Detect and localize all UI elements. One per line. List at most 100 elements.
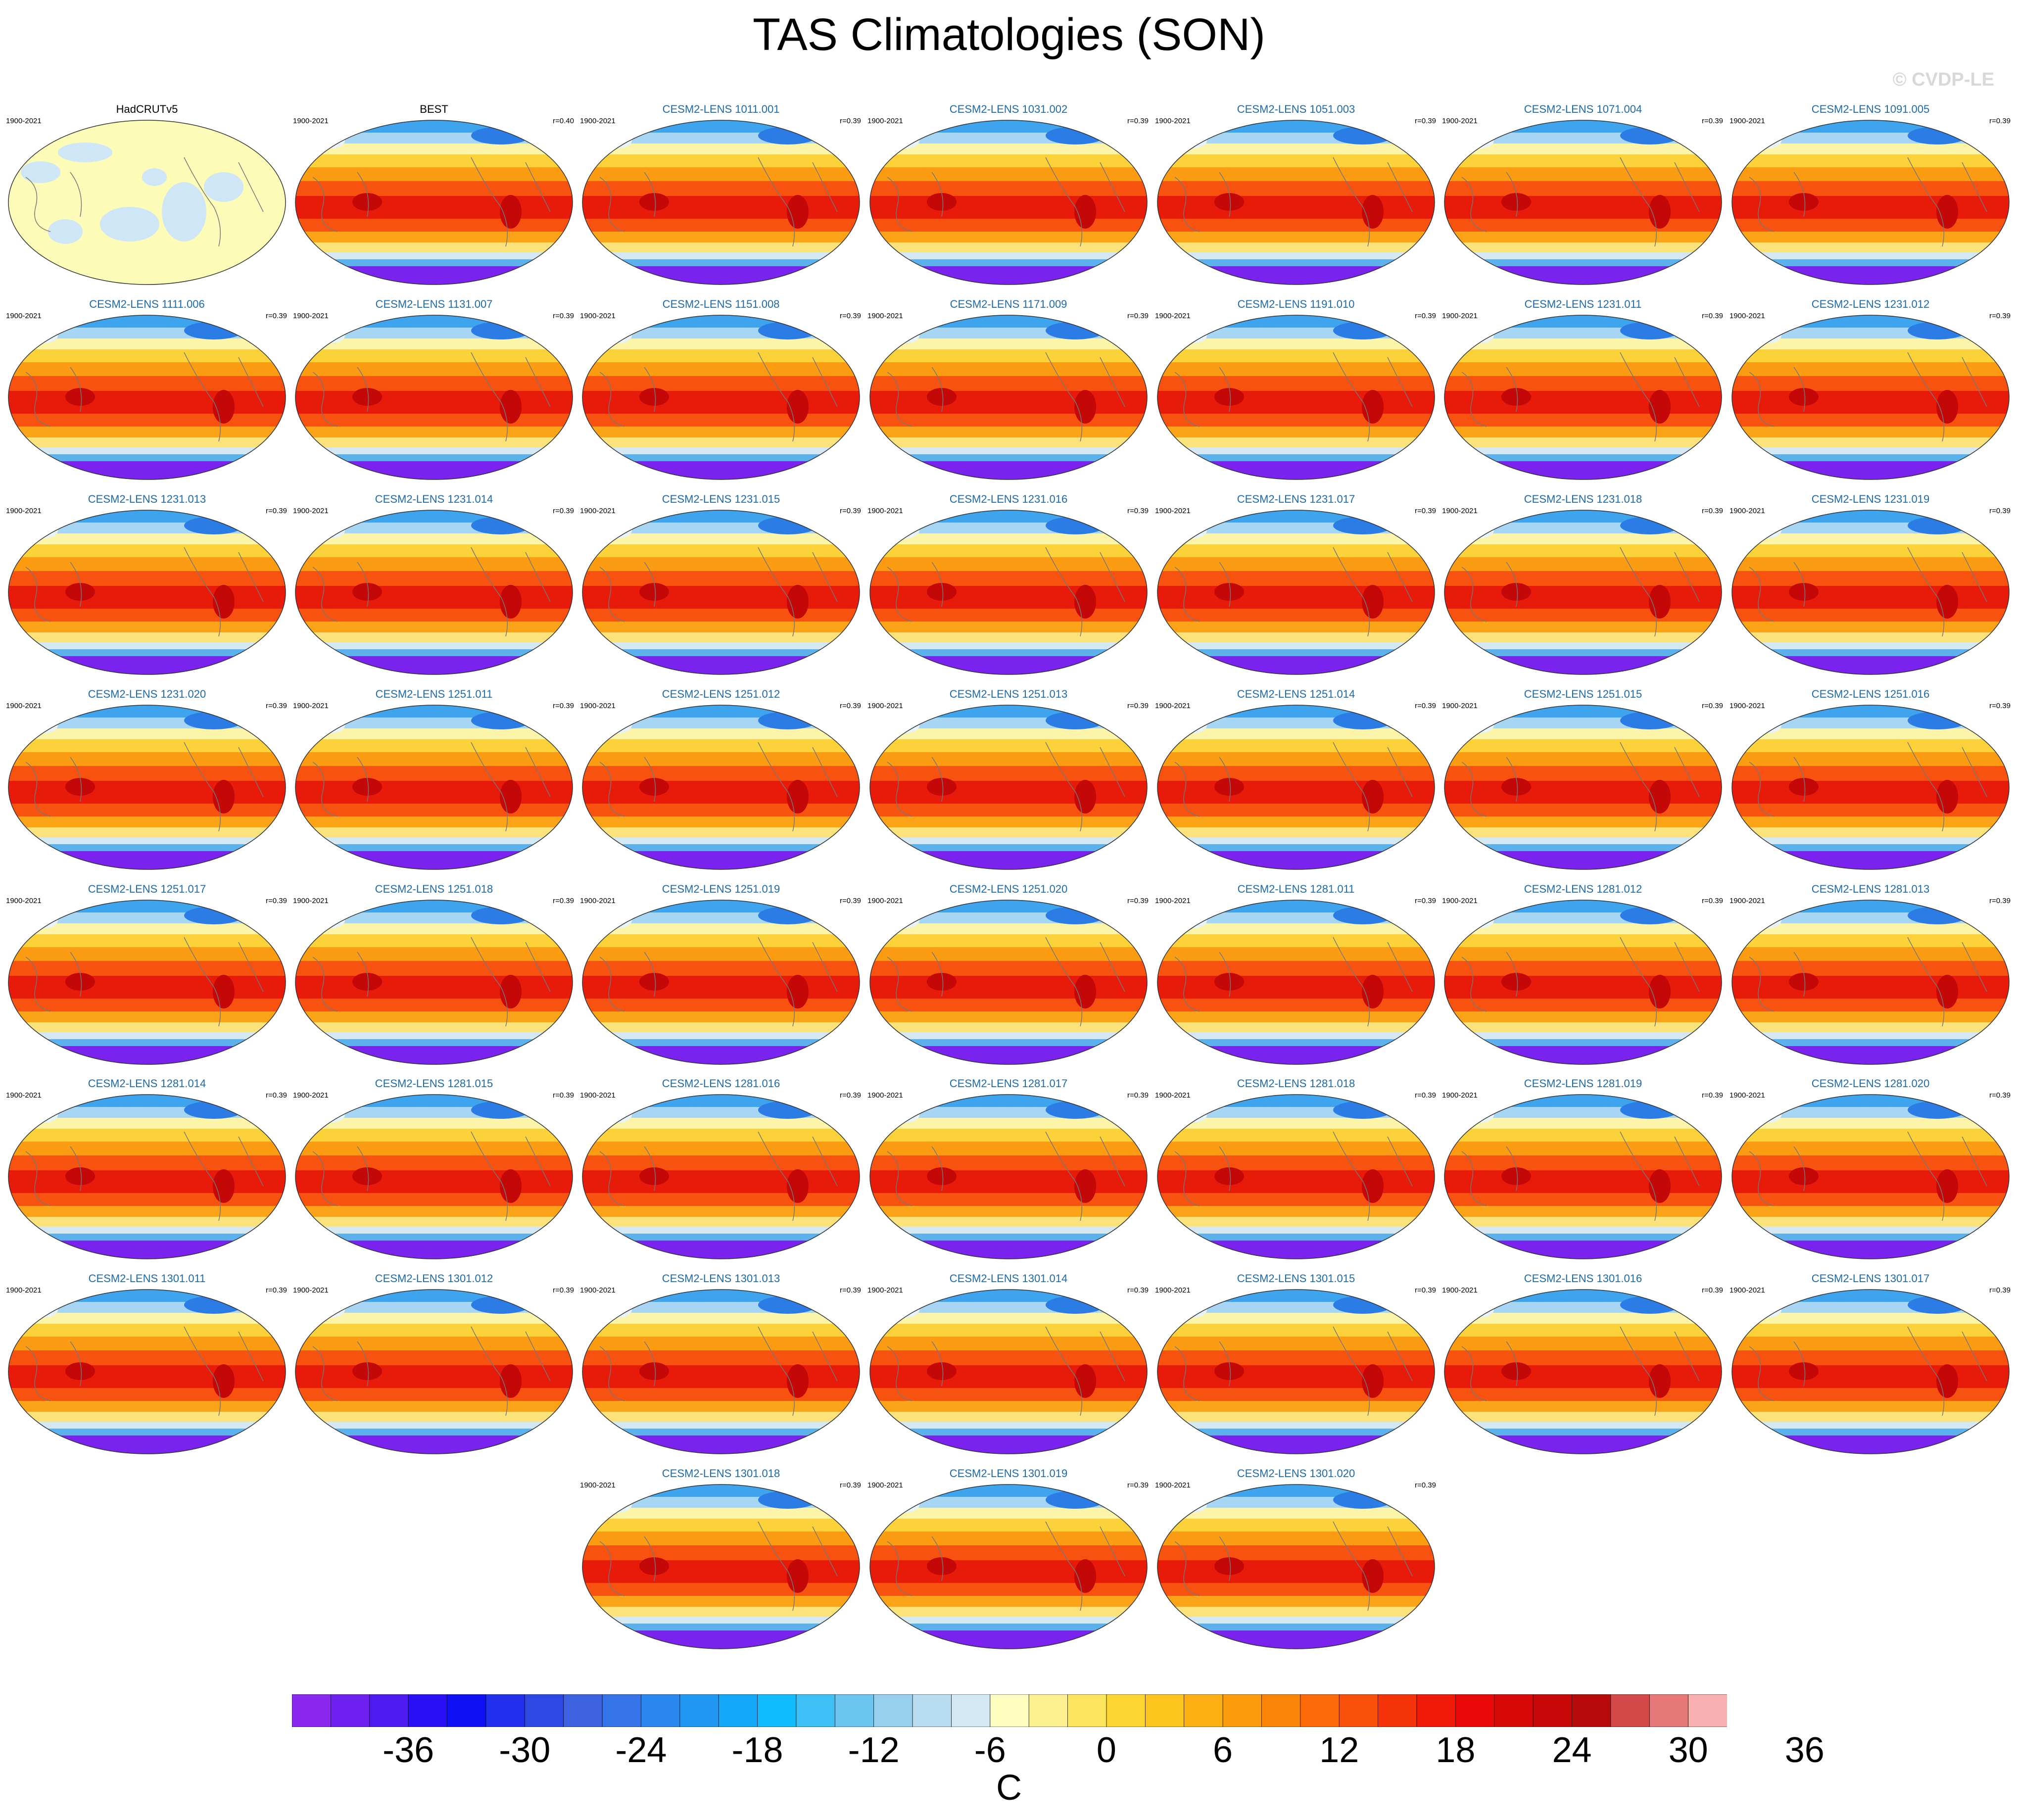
temperature-band [1157,414,1435,427]
temperature-band [8,1429,286,1436]
temperature-band [582,739,860,753]
temperature-band [1732,851,2009,869]
siberia-cold-region [471,907,530,924]
greenland-cold-region [602,328,632,343]
temperature-band [870,571,1147,586]
map-panel: CESM2-LENS 1131.007 1900-2021 r=0.39 [293,298,575,482]
temperature-band [1157,1436,1435,1454]
temperature-band [1157,642,1435,650]
temperature-band [8,1313,286,1324]
temperature-band [582,649,860,657]
panel-period: 1900-2021 [580,702,616,710]
temperature-band [295,752,573,766]
panel-period: 1900-2021 [1155,702,1191,710]
temperature-band [1444,557,1722,572]
greenland-cold-region [1177,1497,1207,1513]
temperature-band [870,328,1147,339]
temperature-band [1732,266,2009,285]
map-panel: CESM2-LENS 1171.009 1900-2021 r=0.39 [867,298,1150,482]
map-panel: CESM2-LENS 1231.017 1900-2021 r=0.39 [1155,493,1437,677]
temperature-band [870,642,1147,650]
temperature-band [870,816,1147,828]
colorbar-tick-label: 12 [1319,1730,1359,1770]
temperature-band [582,728,860,740]
temperature-band [1444,349,1722,363]
siberia-cold-region [1046,322,1105,339]
temperature-band [8,1227,286,1234]
hot-region [500,585,522,619]
hot-region [1936,195,1958,229]
temperature-band [1157,557,1435,572]
colorbar-swatch [330,1694,370,1727]
map-panel: CESM2-LENS 1251.015 1900-2021 r=0.39 [1442,688,1724,872]
hot-region [213,1169,235,1203]
hot-region [927,583,957,601]
map [869,705,1148,870]
temperature-band [1444,1217,1722,1227]
temperature-band [8,1022,286,1033]
hot-region [500,1169,522,1203]
hot-region [639,388,669,406]
temperature-band [295,804,573,817]
temperature-band [1732,454,2009,462]
panel-title: CESM2-LENS 1281.016 [662,1077,780,1090]
map-border [1444,1094,1722,1259]
siberia-cold-region [758,1101,817,1119]
hot-region [1936,1364,1958,1398]
temperature-band [1157,533,1435,545]
temperature-band [8,961,286,976]
temperature-band [1157,656,1435,674]
siberia-cold-region [758,1491,817,1509]
map [869,510,1148,675]
map-panel: CESM2-LENS 1281.018 1900-2021 r=0.39 [1155,1077,1437,1261]
temperature-band [1157,232,1435,243]
pattern-correlation: r=0.39 [1989,1286,2011,1294]
map-panel: CESM2-LENS 1231.016 1900-2021 r=0.39 [867,493,1150,677]
temperature-band [1157,252,1435,260]
temperature-band [582,923,860,935]
temperature-band [1732,1429,2009,1436]
panel-title: CESM2-LENS 1301.011 [88,1272,206,1285]
temperature-band [582,642,860,650]
temperature-band [8,844,286,852]
colorbar-swatch [1688,1694,1727,1727]
colorbar-tick-label: -6 [974,1730,1006,1770]
temperature-band [582,1302,860,1313]
hot-region [927,1167,957,1185]
temperature-band [8,349,286,363]
colorbar-swatch [1261,1694,1301,1727]
temperature-band [8,461,286,479]
pattern-correlation: r=0.39 [840,702,861,710]
temperature-band [1732,1234,2009,1241]
missing-data-region [142,168,167,186]
temperature-band [8,934,286,948]
temperature-band [1157,1583,1435,1596]
siberia-cold-region [1046,712,1105,729]
map-panel: CESM2-LENS 1301.014 1900-2021 r=0.39 [867,1272,1150,1456]
map-border [1157,1484,1435,1649]
temperature-band [1732,1365,2009,1389]
map-border [8,315,286,480]
temperature-band [1444,427,1722,438]
temperature-band [295,242,573,253]
panel-title: BEST [420,103,448,115]
pattern-correlation: r=0.39 [1127,312,1149,320]
temperature-band [870,154,1147,168]
map [1157,120,1435,285]
temperature-band [1732,219,2009,232]
map-panel: CESM2-LENS 1091.005 1900-2021 r=0.39 [1730,103,2012,287]
temperature-band [582,1436,860,1454]
temperature-band [870,1388,1147,1401]
colorbar-swatch [447,1694,486,1727]
temperature-band [582,544,860,558]
temperature-band [8,976,286,999]
hot-region [1789,583,1819,601]
map-panel: CESM2-LENS 1071.004 1900-2021 r=0.39 [1442,103,1724,287]
coastline [1461,157,1700,247]
panel-title: CESM2-LENS 1011.001 [662,103,780,115]
greenland-cold-region [28,523,58,538]
temperature-band [1732,1129,2009,1142]
temperature-band [295,851,573,869]
temperature-band [1444,1241,1722,1259]
temperature-band [1732,632,2009,643]
